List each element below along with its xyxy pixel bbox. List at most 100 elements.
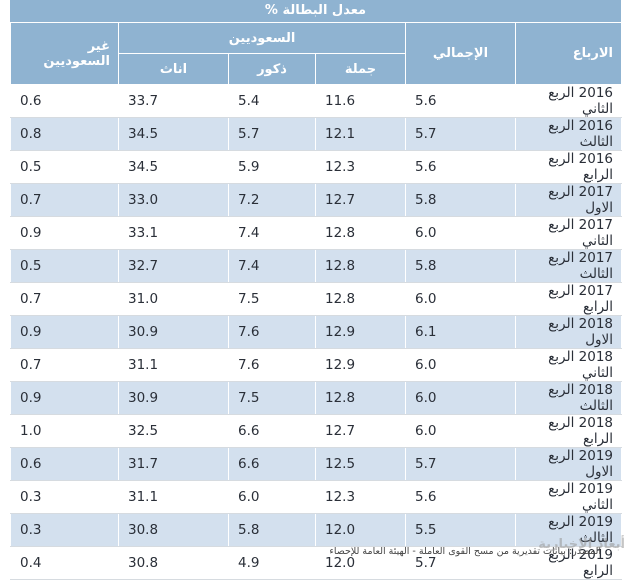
- cell-saudi-total: 12.9: [315, 348, 406, 382]
- cell-females: 31.1: [118, 348, 229, 382]
- cell-non-saudi: 0.4: [10, 546, 119, 580]
- unemployment-table: الارباع الإجمالي السعوديين غير السعوديين…: [10, 22, 622, 580]
- cell-males: 5.7: [228, 117, 316, 151]
- cell-non-saudi: 0.9: [10, 381, 119, 415]
- cell-total: 6.0: [405, 216, 516, 250]
- cell-quarter: 2019 الربع الاول: [515, 447, 622, 481]
- cell-quarter: 2016 الربع الرابع: [515, 150, 622, 184]
- table-row: 2016 الربع الثاني 5.6 11.6 5.4 33.7 0.6: [10, 84, 622, 118]
- cell-total: 5.8: [405, 183, 516, 217]
- cell-saudi-total: 12.0: [315, 513, 406, 547]
- cell-total: 5.5: [405, 513, 516, 547]
- unemployment-table-container: معدل البطالة % الارباع الإجمالي السعوديي…: [10, 0, 622, 580]
- cell-females: 33.1: [118, 216, 229, 250]
- cell-total: 5.6: [405, 84, 516, 118]
- cell-non-saudi: 0.3: [10, 513, 119, 547]
- table-title: معدل البطالة %: [10, 0, 621, 22]
- header-saudis: السعوديين: [118, 22, 406, 54]
- header-males: ذكور: [228, 53, 316, 85]
- cell-females: 33.7: [118, 84, 229, 118]
- cell-quarter: 2018 الربع الثاني: [515, 348, 622, 382]
- cell-total: 5.7: [405, 447, 516, 481]
- cell-males: 5.8: [228, 513, 316, 547]
- cell-males: 4.9: [228, 546, 316, 580]
- table-row: 2018 الربع الرابع 6.0 12.7 6.6 32.5 1.0: [10, 414, 622, 448]
- cell-males: 7.5: [228, 282, 316, 316]
- cell-females: 31.1: [118, 480, 229, 514]
- cell-saudi-total: 12.8: [315, 282, 406, 316]
- cell-males: 7.4: [228, 216, 316, 250]
- header-non-saudis: غير السعوديين: [10, 22, 119, 85]
- cell-non-saudi: 0.8: [10, 117, 119, 151]
- table-row: 2017 الربع الرابع 6.0 12.8 7.5 31.0 0.7: [10, 282, 622, 316]
- cell-saudi-total: 12.5: [315, 447, 406, 481]
- table-row: 2018 الربع الثاني 6.0 12.9 7.6 31.1 0.7: [10, 348, 622, 382]
- cell-saudi-total: 12.8: [315, 216, 406, 250]
- cell-females: 32.5: [118, 414, 229, 448]
- table-row: 2017 الربع الثاني 6.0 12.8 7.4 33.1 0.9: [10, 216, 622, 250]
- cell-non-saudi: 0.7: [10, 348, 119, 382]
- header-total: الإجمالي: [405, 22, 516, 85]
- cell-non-saudi: 0.6: [10, 447, 119, 481]
- cell-males: 7.6: [228, 348, 316, 382]
- cell-saudi-total: 12.7: [315, 183, 406, 217]
- table-row: 2019 الربع الاول 5.7 12.5 6.6 31.7 0.6: [10, 447, 622, 481]
- cell-non-saudi: 0.7: [10, 183, 119, 217]
- table-row: 2016 الربع الرابع 5.6 12.3 5.9 34.5 0.5: [10, 150, 622, 184]
- cell-non-saudi: 0.9: [10, 216, 119, 250]
- cell-females: 30.8: [118, 513, 229, 547]
- cell-saudi-total: 12.3: [315, 150, 406, 184]
- cell-saudi-total: 12.7: [315, 414, 406, 448]
- cell-males: 7.2: [228, 183, 316, 217]
- cell-total: 6.0: [405, 348, 516, 382]
- cell-females: 30.9: [118, 315, 229, 349]
- cell-males: 5.9: [228, 150, 316, 184]
- cell-saudi-total: 12.8: [315, 249, 406, 283]
- cell-saudi-total: 11.6: [315, 84, 406, 118]
- table-body: 2016 الربع الثاني 5.6 11.6 5.4 33.7 0.6 2016 ا…: [10, 84, 622, 580]
- cell-saudi-total: 12.3: [315, 480, 406, 514]
- cell-females: 30.8: [118, 546, 229, 580]
- table-row: 2019 الربع الثاني 5.6 12.3 6.0 31.1 0.3: [10, 480, 622, 514]
- cell-quarter: 2016 الربع الثاني: [515, 84, 622, 118]
- cell-quarter: 2019 الربع الثاني: [515, 480, 622, 514]
- cell-quarter: 2017 الربع الرابع: [515, 282, 622, 316]
- cell-quarter: 2016 الربع الثالث: [515, 117, 622, 151]
- cell-quarter: 2017 الربع الثالث: [515, 249, 622, 283]
- watermark-logo: أبعاد الإخبارية: [538, 537, 625, 552]
- cell-quarter: 2018 الربع الثالث: [515, 381, 622, 415]
- header-saudis-total: جملة: [315, 53, 406, 85]
- cell-females: 31.7: [118, 447, 229, 481]
- cell-total: 5.7: [405, 117, 516, 151]
- cell-females: 34.5: [118, 117, 229, 151]
- table-row: 2018 الربع الثالث 6.0 12.8 7.5 30.9 0.9: [10, 381, 622, 415]
- cell-females: 32.7: [118, 249, 229, 283]
- cell-total: 6.0: [405, 381, 516, 415]
- table-row: 2018 الربع الاول 6.1 12.9 7.6 30.9 0.9: [10, 315, 622, 349]
- cell-males: 6.0: [228, 480, 316, 514]
- cell-females: 31.0: [118, 282, 229, 316]
- cell-saudi-total: 12.1: [315, 117, 406, 151]
- table-row: 2016 الربع الثالث 5.7 12.1 5.7 34.5 0.8: [10, 117, 622, 151]
- cell-total: 6.1: [405, 315, 516, 349]
- source-note: المصدر: بيانات تقديرية من مسح القوى العا…: [329, 546, 601, 557]
- cell-quarter: 2018 الربع الرابع: [515, 414, 622, 448]
- cell-males: 7.4: [228, 249, 316, 283]
- cell-males: 6.6: [228, 447, 316, 481]
- cell-non-saudi: 0.7: [10, 282, 119, 316]
- cell-quarter: 2019 الربع الثالث: [515, 513, 622, 547]
- cell-non-saudi: 0.5: [10, 249, 119, 283]
- cell-total: 5.6: [405, 480, 516, 514]
- table-row: 2017 الربع الاول 5.8 12.7 7.2 33.0 0.7: [10, 183, 622, 217]
- cell-females: 34.5: [118, 150, 229, 184]
- cell-non-saudi: 0.3: [10, 480, 119, 514]
- cell-non-saudi: 0.9: [10, 315, 119, 349]
- table-row: 2019 الربع الثالث 5.5 12.0 5.8 30.8 0.3: [10, 513, 622, 547]
- cell-males: 7.5: [228, 381, 316, 415]
- cell-males: 7.6: [228, 315, 316, 349]
- cell-total: 6.0: [405, 282, 516, 316]
- cell-total: 5.8: [405, 249, 516, 283]
- cell-non-saudi: 0.6: [10, 84, 119, 118]
- cell-total: 6.0: [405, 414, 516, 448]
- cell-non-saudi: 0.5: [10, 150, 119, 184]
